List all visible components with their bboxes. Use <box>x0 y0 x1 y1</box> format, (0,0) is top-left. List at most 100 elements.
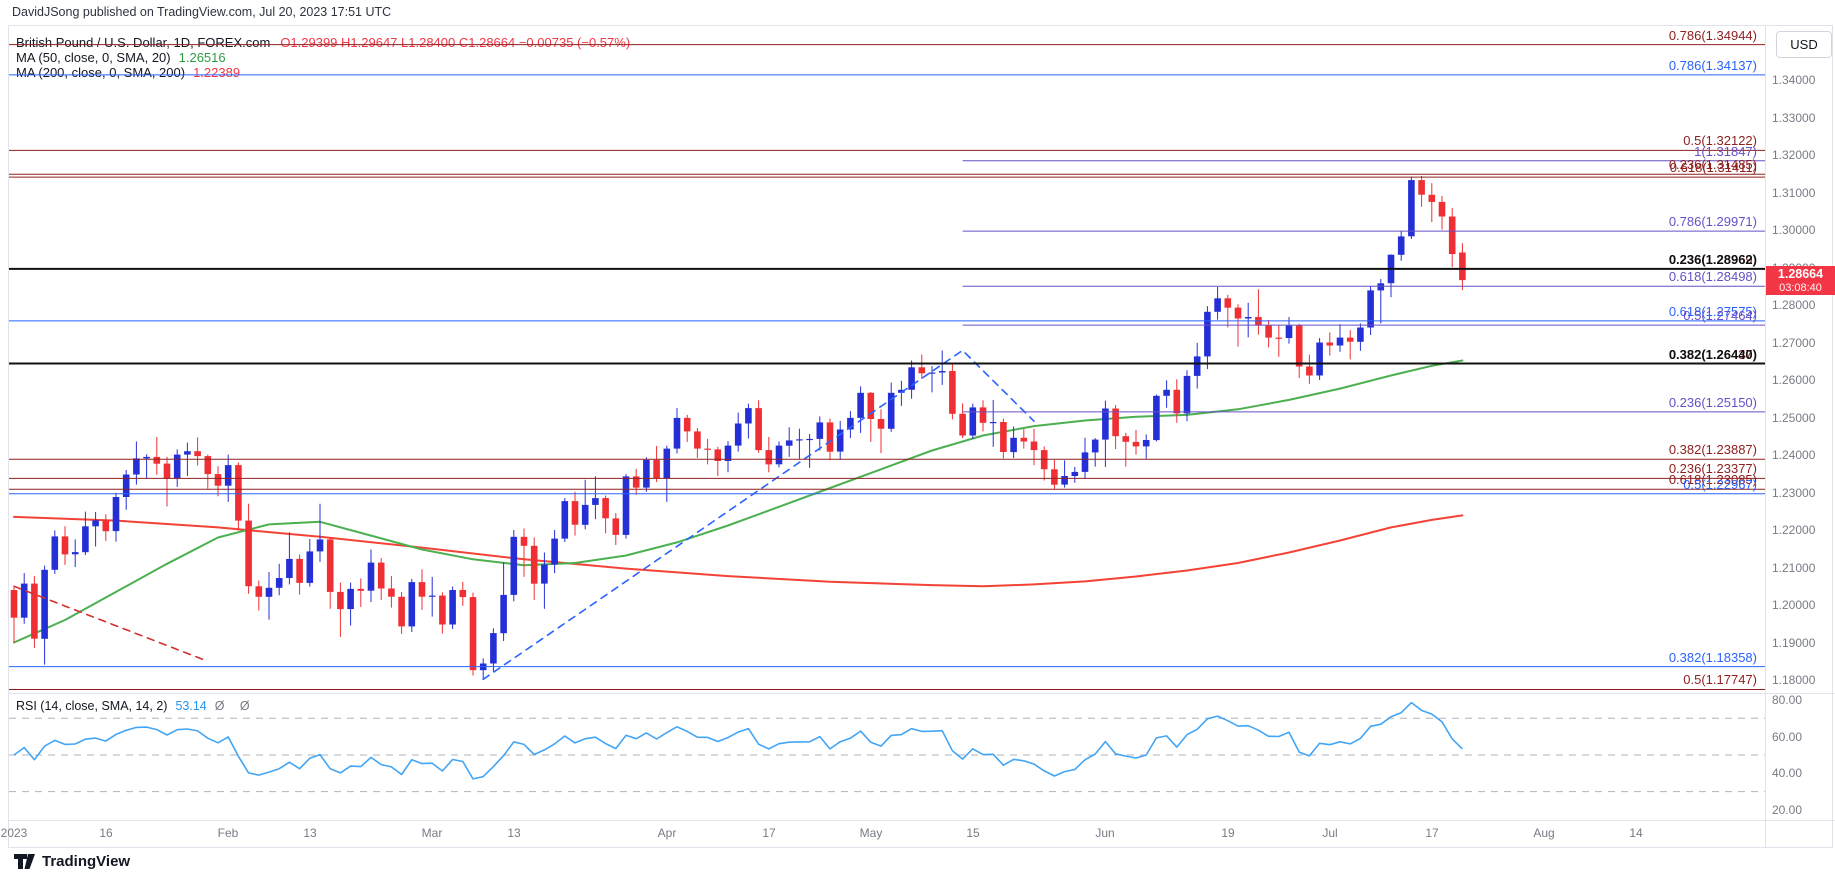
price-tick-label: 1.27000 <box>1772 336 1816 350</box>
candle-body <box>694 431 701 449</box>
candle-body <box>1173 389 1181 414</box>
rsi-legend[interactable]: RSI (14, close, SMA, 14, 2) 53.14 Ø Ø <box>16 699 256 713</box>
candle-body <box>1285 325 1293 338</box>
candle-body <box>1367 290 1374 328</box>
candle-body <box>490 633 497 664</box>
candle-body <box>592 498 599 505</box>
last-price: 1.28664 <box>1777 267 1824 281</box>
candle-body <box>887 392 895 429</box>
time-tick-label: 15 <box>966 826 980 840</box>
candle-body <box>510 536 518 595</box>
candle-body <box>296 558 303 583</box>
fib-level-label: 0.382(1.23887) <box>1668 442 1757 457</box>
candle-body <box>459 590 467 598</box>
candle-body <box>714 449 722 461</box>
price-tick-label: 1.24000 <box>1772 448 1816 462</box>
candle-body <box>1408 180 1415 237</box>
price-tick-label: 1.32000 <box>1772 148 1816 162</box>
blue-dashed-zigzag <box>482 349 1035 681</box>
candle-body <box>1265 325 1272 338</box>
ma50-legend[interactable]: MA (50, close, 0, SMA, 20) 1.26516 <box>16 50 226 65</box>
time-tick-label: Feb <box>217 826 239 840</box>
candle-body <box>1275 337 1283 339</box>
candle-body <box>877 419 885 429</box>
candle-body <box>520 536 528 546</box>
candle-body <box>1122 436 1130 442</box>
price-tick-label: 1.20000 <box>1772 598 1816 612</box>
candle-body <box>918 367 926 374</box>
tradingview-logo[interactable]: TradingView <box>14 851 130 871</box>
time-tick-label: 17 <box>1425 826 1439 840</box>
candle-body <box>20 583 28 618</box>
candle-body <box>1428 194 1436 202</box>
candle-body <box>1397 236 1405 255</box>
price-tick-label: 1.33000 <box>1772 111 1816 125</box>
currency-button[interactable]: USD <box>1776 31 1832 58</box>
candle-body <box>1459 252 1466 281</box>
candle-body <box>92 520 99 527</box>
candle-body <box>245 520 252 587</box>
candle-body <box>704 448 711 450</box>
ma50-label: MA (50, close, 0, SMA, 20) <box>16 50 171 65</box>
candle-body <box>61 536 69 555</box>
pane-separator[interactable] <box>8 693 1835 694</box>
fib-level-label: 0.786(1.29971) <box>1668 214 1757 229</box>
candle-body <box>153 456 161 464</box>
fib-level-label: 0.786(1.34137) <box>1668 58 1757 73</box>
fib-level-label: 0.786(1.34944) <box>1668 28 1757 43</box>
candle-body <box>765 450 773 465</box>
candle-body <box>541 564 548 584</box>
rsi-tick-label: 80.00 <box>1772 693 1803 707</box>
candle-body <box>1112 408 1119 437</box>
candle-body <box>806 438 813 441</box>
candle-body <box>112 497 120 532</box>
ma50-line <box>13 359 1464 644</box>
candle-body <box>1234 307 1242 319</box>
candle-body <box>143 456 150 459</box>
candle-body <box>979 407 987 423</box>
candle-body <box>1051 469 1058 485</box>
candle-body <box>1244 317 1252 319</box>
candle-body <box>306 551 314 583</box>
candle-body <box>1081 452 1089 472</box>
candle-body <box>745 408 752 424</box>
price-axis-separator <box>1765 25 1766 848</box>
symbol-legend[interactable]: British Pound / U.S. Dollar, 1D, FOREX.c… <box>16 35 630 50</box>
candle-body <box>10 590 18 618</box>
candle-body <box>1377 283 1385 291</box>
time-tick-label: Jun <box>1095 826 1115 840</box>
candle-body <box>500 594 507 634</box>
candle-body <box>1132 441 1140 447</box>
candle-body <box>581 504 589 525</box>
candle-body <box>194 451 201 457</box>
time-tick-label: 17 <box>762 826 776 840</box>
fib-level-label: 0.236(1.25150) <box>1668 395 1757 410</box>
rsi-tick-label: 20.00 <box>1772 803 1803 817</box>
price-tick-label: 1.19000 <box>1772 636 1816 650</box>
time-tick-label: 2023 <box>0 826 28 840</box>
price-tick-label: 1.34000 <box>1772 73 1816 87</box>
candle-body <box>1142 440 1150 447</box>
candle-body <box>51 536 59 570</box>
time-tick-label: 16 <box>99 826 113 840</box>
candle-body <box>530 545 538 584</box>
rsi-hidden-values: Ø Ø <box>214 699 256 713</box>
candle-body <box>1336 337 1344 346</box>
candle-body <box>622 476 630 535</box>
candle-body <box>41 569 48 639</box>
candle-body <box>1000 422 1007 452</box>
candle-body <box>82 526 89 553</box>
candle-body <box>1357 327 1364 342</box>
candle-body <box>561 501 569 539</box>
candle-body <box>316 539 324 552</box>
price-tick-label: 1.21000 <box>1772 561 1816 575</box>
symbol-title: British Pound / U.S. Dollar, 1D, FOREX.c… <box>16 35 271 50</box>
candle-body <box>1418 180 1425 195</box>
candle-body <box>653 459 660 479</box>
candle-body <box>204 456 212 475</box>
candle-body <box>1091 439 1099 453</box>
ma200-legend[interactable]: MA (200, close, 0, SMA, 200) 1.22389 <box>16 65 240 80</box>
candle-body <box>857 392 864 418</box>
candle-body <box>775 445 783 465</box>
